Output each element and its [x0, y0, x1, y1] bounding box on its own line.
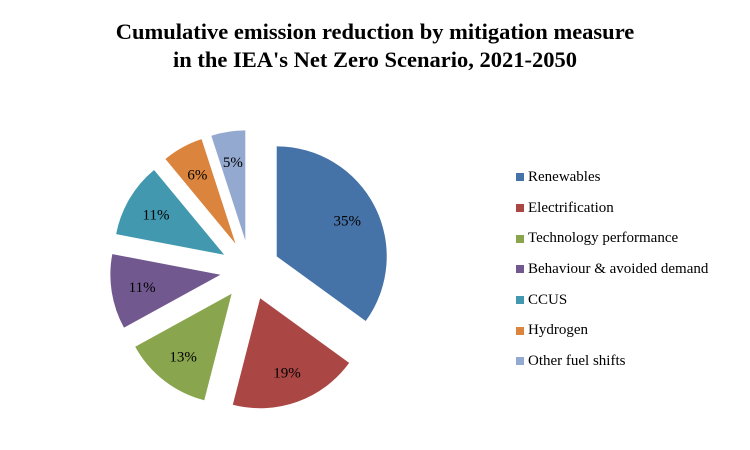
pie-slice-electrification	[232, 298, 350, 409]
legend-item-technology-performance: Technology performance	[516, 223, 708, 254]
legend-swatch	[516, 265, 524, 274]
legend-item-electrification: Electrification	[516, 193, 708, 224]
legend-item-ccus: CCUS	[516, 285, 708, 316]
pie-slice-renewables	[276, 146, 387, 322]
legend-swatch	[516, 204, 524, 213]
data-label-electrification: 19%	[273, 366, 301, 382]
legend-item-hydrogen: Hydrogen	[516, 315, 708, 346]
legend-label: Renewables	[528, 168, 601, 185]
legend-swatch	[516, 357, 524, 366]
chart-title-line-2: in the IEA's Net Zero Scenario, 2021-205…	[173, 47, 577, 72]
pie-slice-technology-performance	[135, 293, 232, 401]
data-label-renewables: 35%	[334, 213, 362, 229]
chart-title: Cumulative emission reduction by mitigat…	[0, 18, 750, 74]
pie-slice-hydrogen	[165, 139, 236, 244]
legend-swatch	[516, 173, 524, 182]
data-label-other-fuel-shifts: 5%	[223, 155, 243, 171]
data-label-behaviour-and-avoided-demand: 11%	[129, 280, 156, 296]
chart-legend: Renewables Electrification Technology perf…	[516, 162, 708, 377]
chart-title-line-1: Cumulative emission reduction by mitigat…	[115, 19, 635, 44]
pie-slice-behaviour-and-avoided-demand	[110, 254, 221, 328]
legend-label: Electrification	[528, 199, 614, 216]
legend-swatch	[516, 234, 524, 243]
legend-item-behaviour-and-avoided-demand: Behaviour & avoided demand	[516, 254, 708, 285]
pie-slice-other-fuel-shifts	[211, 130, 246, 241]
data-label-ccus: 11%	[143, 207, 170, 223]
data-label-technology-performance: 13%	[169, 349, 197, 365]
legend-item-renewables: Renewables	[516, 162, 708, 193]
legend-label: Hydrogen	[528, 322, 588, 339]
legend-label: CCUS	[528, 291, 568, 308]
legend-item-other-fuel-shifts: Other fuel shifts	[516, 346, 708, 377]
legend-label: Technology performance	[528, 230, 679, 247]
pie-slice-ccus	[116, 169, 225, 255]
legend-swatch	[516, 296, 524, 305]
data-label-hydrogen: 6%	[187, 167, 207, 183]
legend-swatch	[516, 326, 524, 335]
legend-label: Other fuel shifts	[528, 352, 626, 369]
legend-label: Behaviour & avoided demand	[528, 260, 709, 277]
